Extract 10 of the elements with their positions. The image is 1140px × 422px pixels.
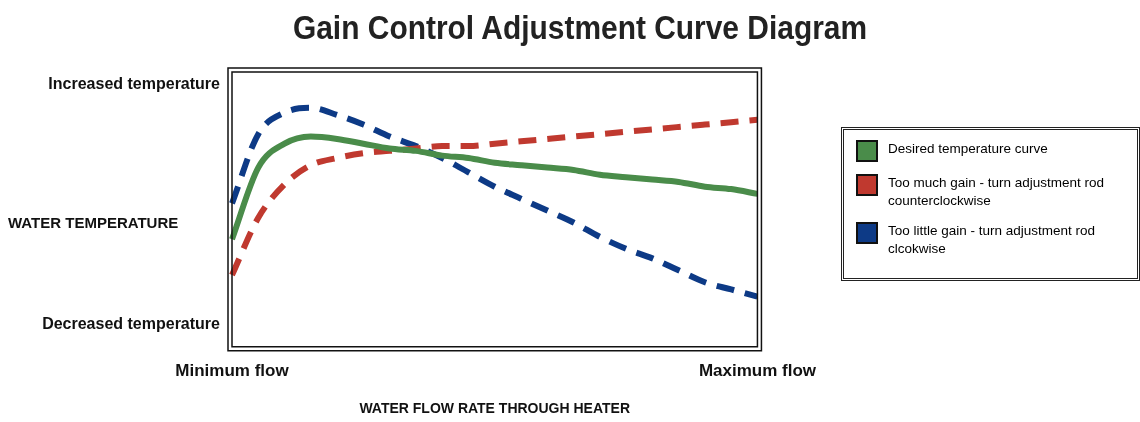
text: Decreased temperature xyxy=(41,314,220,334)
x-tick-label: Maximum flow xyxy=(698,360,817,380)
legend-label: Desired temperature curve xyxy=(888,140,1049,158)
x-tick-label: Minimum flow xyxy=(175,360,290,380)
x-axis-title: WATER FLOW RATE THROUGH HEATER xyxy=(359,400,631,417)
text: Increased temperature xyxy=(47,74,220,94)
chart-title: Gain Control Adjustment Curve Diagram xyxy=(291,8,869,47)
legend-label: Too little gain - turn adjustment rod clcokwise xyxy=(888,222,1097,258)
y-axis-title: WATER TEMPERATURE xyxy=(8,214,179,231)
legend-label: Too much gain - turn adjustment rod counterclockwise xyxy=(888,174,1106,210)
